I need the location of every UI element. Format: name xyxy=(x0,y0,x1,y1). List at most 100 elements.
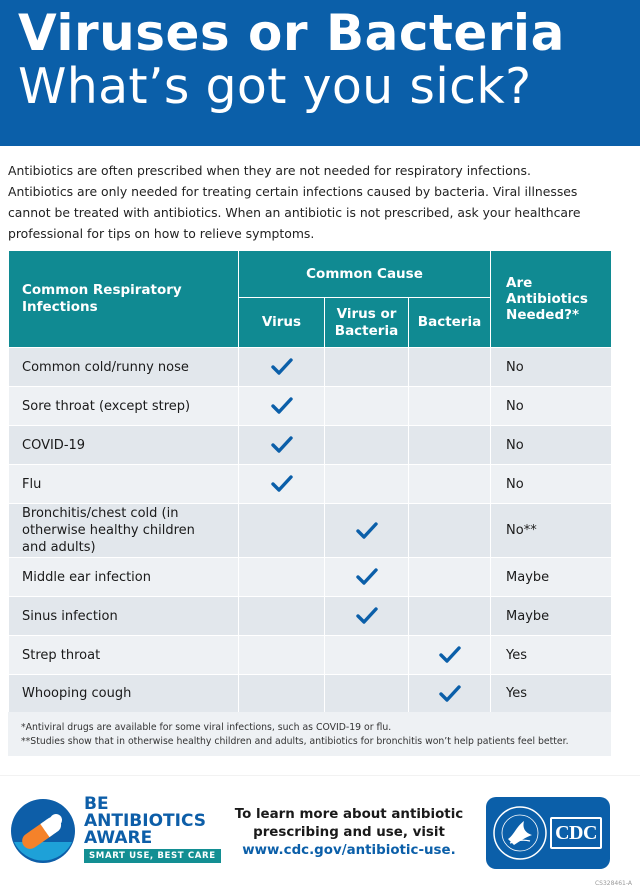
infection-name-line: and adults) xyxy=(22,540,96,555)
checkmark-icon xyxy=(438,646,461,663)
cause-cell-virus xyxy=(238,596,325,636)
antibiotics-needed-value: Yes xyxy=(490,674,613,713)
cause-cell-virus xyxy=(238,425,325,465)
antibiotics-needed-value: No xyxy=(490,347,613,387)
cause-cell-either xyxy=(324,464,409,504)
header-bacteria: Bacteria xyxy=(407,297,492,348)
cause-cell-either xyxy=(324,596,409,636)
checkmark-icon xyxy=(355,568,378,585)
cause-cell-virus xyxy=(238,464,325,504)
cdc-antibiotic-use-link[interactable]: www.cdc.gov/antibiotic-use. xyxy=(242,843,456,858)
infection-name: COVID-19 xyxy=(8,425,239,465)
header-needed-line: Are xyxy=(506,275,533,291)
header-virus: Virus xyxy=(238,297,325,348)
hhs-eagle-seal-icon xyxy=(493,806,547,860)
intro-line: cannot be treated with antibiotics. When… xyxy=(8,205,581,220)
header-vb-line: Virus or xyxy=(336,305,397,322)
checkmark-icon xyxy=(438,684,461,702)
cause-cell-bacteria xyxy=(407,503,492,558)
checkmark-icon xyxy=(355,607,378,624)
intro-line: professional for tips on how to relieve … xyxy=(8,226,315,241)
cause-cell-either xyxy=(324,674,409,713)
antibiotics-needed-value: No xyxy=(490,386,613,426)
table-row: Middle ear infection Maybe xyxy=(8,557,613,597)
title-line-1: Viruses or Bacteria xyxy=(18,4,565,62)
cause-cell-bacteria xyxy=(407,674,492,713)
checkmark-icon xyxy=(270,436,293,453)
cause-cell-either xyxy=(324,425,409,465)
antibiotics-needed-value: No** xyxy=(490,503,613,558)
table-row: Sinus infection Maybe xyxy=(8,596,613,636)
header-vb-line: Bacteria xyxy=(334,322,399,339)
header-common-cause: Common Cause xyxy=(237,250,492,298)
header-virus-or-bacteria: Virus or Bacteria xyxy=(324,297,409,348)
infection-name: Strep throat xyxy=(8,635,239,675)
header-antibiotics-needed: Are Antibiotics Needed?* xyxy=(490,250,613,348)
footer-divider xyxy=(0,775,640,776)
checkmark-icon xyxy=(270,475,293,492)
cause-cell-virus xyxy=(238,557,325,597)
cause-cell-bacteria xyxy=(407,425,492,465)
antibiotics-needed-value: Yes xyxy=(490,635,613,675)
cause-cell-bacteria xyxy=(407,635,492,675)
antibiotics-needed-value: Maybe xyxy=(490,557,613,597)
infection-name: Common cold/runny nose xyxy=(8,347,239,387)
cdc-logo-box: CDC xyxy=(550,817,602,849)
header-needed-line: Needed?* xyxy=(506,307,580,323)
table-row: Flu No xyxy=(8,464,613,504)
checkmark-icon xyxy=(355,521,378,539)
cause-cell-bacteria xyxy=(407,596,492,636)
footnote-antiviral: *Antiviral drugs are available for some … xyxy=(21,722,392,733)
hhs-cdc-logo: CDC xyxy=(486,797,610,869)
cause-cell-bacteria xyxy=(407,347,492,387)
cause-cell-bacteria xyxy=(407,386,492,426)
table-row: Common cold/runny nose No xyxy=(8,347,613,387)
be-antibiotics-aware-logo: BE ANTIBIOTICS AWARE SMART USE, BEST CAR… xyxy=(10,794,221,870)
logo-tagline: SMART USE, BEST CARE xyxy=(84,849,221,863)
header-infections-text: Common Respiratory Infections xyxy=(22,282,182,315)
infection-name: Middle ear infection xyxy=(8,557,239,597)
table-row: Sore throat (except strep) No xyxy=(8,386,613,426)
cause-cell-either xyxy=(324,557,409,597)
cause-cell-bacteria xyxy=(407,464,492,504)
table-body: Common cold/runny nose No Sore throat (exc… xyxy=(8,347,613,713)
cause-cell-virus xyxy=(238,674,325,713)
footnotes: *Antiviral drugs are available for some … xyxy=(8,712,611,756)
document-code: CS328461-A xyxy=(594,880,632,887)
intro-line: Antibiotics are only needed for treating… xyxy=(8,184,578,199)
antibiotics-needed-value: Maybe xyxy=(490,596,613,636)
cause-cell-either xyxy=(324,503,409,558)
infection-table: Common Respiratory Infections Common Cau… xyxy=(8,250,613,713)
header-banner: Viruses or Bacteria What’s got you sick? xyxy=(0,0,640,146)
header-infections: Common Respiratory Infections xyxy=(8,250,239,348)
learn-line: To learn more about antibiotic xyxy=(234,807,464,822)
infection-name: Whooping cough xyxy=(8,674,239,713)
checkmark-icon xyxy=(270,358,293,375)
table-row: Bronchitis/chest cold (in otherwise healt… xyxy=(8,503,613,558)
infection-name: Flu xyxy=(8,464,239,504)
table-row: COVID-19 No xyxy=(8,425,613,465)
cause-cell-virus xyxy=(238,347,325,387)
table-row: Strep throat Yes xyxy=(8,635,613,675)
learn-line: prescribing and use, visit xyxy=(253,825,445,840)
infection-name: Bronchitis/chest cold (in otherwise healt… xyxy=(8,503,239,558)
cause-cell-virus xyxy=(238,635,325,675)
checkmark-icon xyxy=(270,397,293,414)
cause-cell-either xyxy=(324,347,409,387)
footnote-bronchitis: **Studies show that in otherwise healthy… xyxy=(21,736,569,747)
infection-name-line: Bronchitis/chest cold (in xyxy=(22,506,179,521)
cause-cell-bacteria xyxy=(407,557,492,597)
cause-cell-virus xyxy=(238,503,325,558)
intro-line: Antibiotics are often prescribed when th… xyxy=(8,163,531,178)
cause-cell-virus xyxy=(238,386,325,426)
antibiotics-needed-value: No xyxy=(490,464,613,504)
logo-line: AWARE xyxy=(84,828,153,848)
cause-cell-either xyxy=(324,635,409,675)
antibiotics-needed-value: No xyxy=(490,425,613,465)
logo-wordmark: BE ANTIBIOTICS AWARE xyxy=(84,796,206,847)
intro-paragraph: Antibiotics are often prescribed when th… xyxy=(8,160,633,244)
title-line-2: What’s got you sick? xyxy=(18,58,532,115)
infection-name: Sinus infection xyxy=(8,596,239,636)
learn-more-text: To learn more about antibiotic prescribi… xyxy=(224,806,474,860)
infection-name-line: otherwise healthy children xyxy=(22,523,195,538)
